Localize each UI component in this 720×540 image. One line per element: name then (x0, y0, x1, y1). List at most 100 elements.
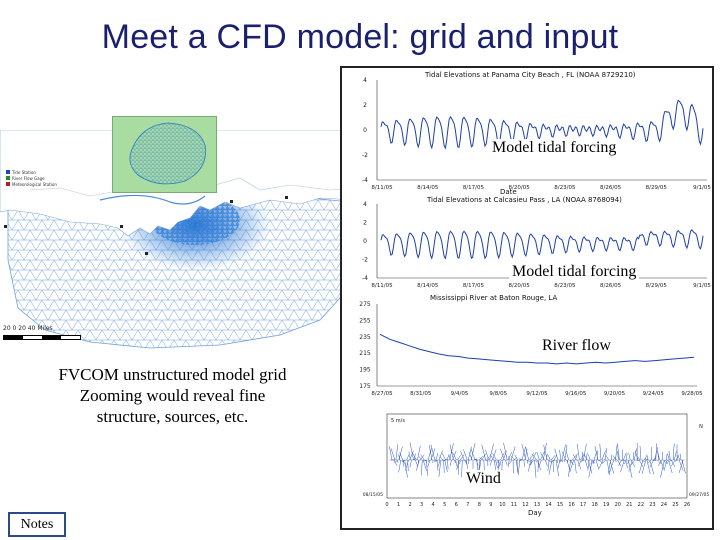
circle-icon (6, 182, 10, 186)
station-marker (145, 252, 148, 255)
y-tick-label: -2 (362, 257, 368, 264)
x-tick-label: 8/14/05 (417, 283, 439, 289)
chart-title-river: Mississippi River at Baton Rouge, LA (430, 294, 558, 302)
map-legend: Tide Station River Flow Gage Meteorologi… (6, 170, 57, 188)
x-tick-label: 24 (661, 502, 667, 508)
x-tick-label: 8/27/05 (371, 391, 393, 397)
x-tick-label: 8/17/05 (463, 283, 485, 289)
x-tick-label: 9/28/05 (681, 391, 703, 397)
station-marker (4, 225, 7, 228)
x-tick-label: 15 (557, 502, 563, 508)
x-tick-label: 12 (522, 502, 528, 508)
x-tick-label: 6 (455, 502, 458, 508)
legend-item: Tide Station (6, 170, 57, 176)
y-tick-label: 2 (363, 102, 367, 109)
x-tick-label: 9/1/05 (693, 283, 711, 289)
x-tick-label: 13 (534, 502, 540, 508)
x-tick-label: 8/23/05 (554, 185, 576, 191)
y-tick-label: 2 (363, 220, 367, 227)
grid-caption-line: FVCOM unstructured model grid (58, 365, 287, 384)
scale-bar (3, 335, 81, 340)
x-tick-label: 5 (443, 502, 446, 508)
chart-title-tide2: Tidal Elevations at Calcasieu Pass , LA … (427, 196, 622, 204)
grid-caption-line: Zooming would reveal fine (79, 386, 266, 405)
x-tick-label: 9/20/05 (604, 391, 626, 397)
wind-vectors (389, 442, 686, 479)
x-tick-label: 1 (397, 502, 400, 508)
x-tick-label: 8/29/05 (646, 185, 668, 191)
chart-title-tide1: Tidal Elevations at Panama City Beach , … (425, 71, 636, 79)
x-tick-label: 25 (672, 502, 678, 508)
grid-caption: FVCOM unstructured model grid Zooming wo… (10, 364, 335, 427)
x-tick-label: 22 (638, 502, 644, 508)
x-tick-label: 0 (385, 502, 388, 508)
x-tick-label: 26 (684, 502, 690, 508)
forcing-charts: 420-2-48/11/05 8/14/05 8/17/05 8/20/05 8/23/… (359, 77, 711, 508)
x-tick-label: 20 (615, 502, 621, 508)
x-tick-label: 9/1/05 (693, 185, 711, 191)
slide-title: Meet a CFD model: grid and input (101, 18, 619, 56)
label-tidal-forcing-1: Model tidal forcing (489, 139, 620, 157)
legend-item: Meteorological Station (6, 182, 57, 188)
wind-frame (386, 413, 688, 499)
grid-caption-line: structure, sources, etc. (96, 407, 249, 426)
y-tick-label: -2 (362, 152, 368, 159)
x-tick-label: 17 (580, 502, 586, 508)
y-tick-label: 255 (359, 317, 371, 324)
x-tick-label: 8/20/05 (509, 185, 531, 191)
legend-item: River Flow Gage (6, 176, 57, 182)
x-tick-label: 7 (466, 502, 469, 508)
x-tick-label: 2 (408, 502, 411, 508)
x-tick-label: 8/29/05 (646, 283, 668, 289)
x-tick-label: 8/11/05 (371, 185, 393, 191)
x-tick-label: 11 (511, 502, 517, 508)
x-tick-label: 4 (432, 502, 435, 508)
x-tick-label: 8/31/05 (410, 391, 432, 397)
x-tick-label: 19 (603, 502, 609, 508)
y-tick-label: 4 (363, 77, 367, 84)
wind-start-date: 08/15/05 (363, 492, 383, 498)
y-tick-label: -4 (362, 177, 368, 184)
notes-button[interactable]: Notes (8, 512, 66, 537)
label-tidal-forcing-2: Model tidal forcing (509, 263, 640, 281)
x-tick-label: 14 (545, 502, 551, 508)
x-tick-label: 8/26/05 (600, 185, 622, 191)
y-tick-label: -4 (362, 275, 368, 282)
y-tick-label: 275 (359, 301, 371, 308)
grid-inset (112, 116, 217, 193)
tidal-series-line (380, 229, 704, 260)
river-flow-line (379, 333, 695, 365)
triangle-icon (6, 176, 10, 180)
x-tick-label: 8/23/05 (554, 283, 576, 289)
x-tick-label: 8/11/05 (371, 283, 393, 289)
x-tick-label: 16 (568, 502, 574, 508)
x-tick-label: 8/20/05 (509, 283, 531, 289)
scale-label: 20 0 20 40 Miles (3, 325, 53, 332)
x-tick-label: 18 (592, 502, 598, 508)
x-tick-label: 9/8/05 (489, 391, 507, 397)
station-marker (230, 200, 233, 203)
x-tick-label: 9 (489, 502, 492, 508)
y-tick-label: 0 (363, 238, 367, 245)
square-icon (6, 170, 10, 174)
label-river-flow: River flow (539, 337, 614, 355)
y-tick-label: 175 (359, 383, 371, 390)
y-tick-label: 215 (359, 350, 371, 357)
inset-graphic (129, 122, 206, 185)
y-tick-label: 0 (363, 127, 367, 134)
x-tick-label: 8 (478, 502, 481, 508)
chart-xlabel-wind: Day (528, 509, 542, 517)
x-tick-label: 8/14/05 (417, 185, 439, 191)
wind-scale-label: 5 m/s (391, 418, 405, 424)
wind-end-date: 09/27/05 (689, 492, 709, 498)
x-tick-label: 9/24/05 (643, 391, 665, 397)
y-tick-label: 195 (359, 367, 371, 374)
x-tick-label: 8/17/05 (463, 185, 485, 191)
x-tick-label: 21 (626, 502, 632, 508)
station-marker (285, 196, 288, 199)
wind-north-label: N (699, 424, 703, 430)
x-tick-label: 9/4/05 (451, 391, 469, 397)
chart-xlabel-tide1: Date (500, 188, 517, 196)
x-tick-label: 9/12/05 (526, 391, 548, 397)
x-tick-label: 8/26/05 (600, 283, 622, 289)
